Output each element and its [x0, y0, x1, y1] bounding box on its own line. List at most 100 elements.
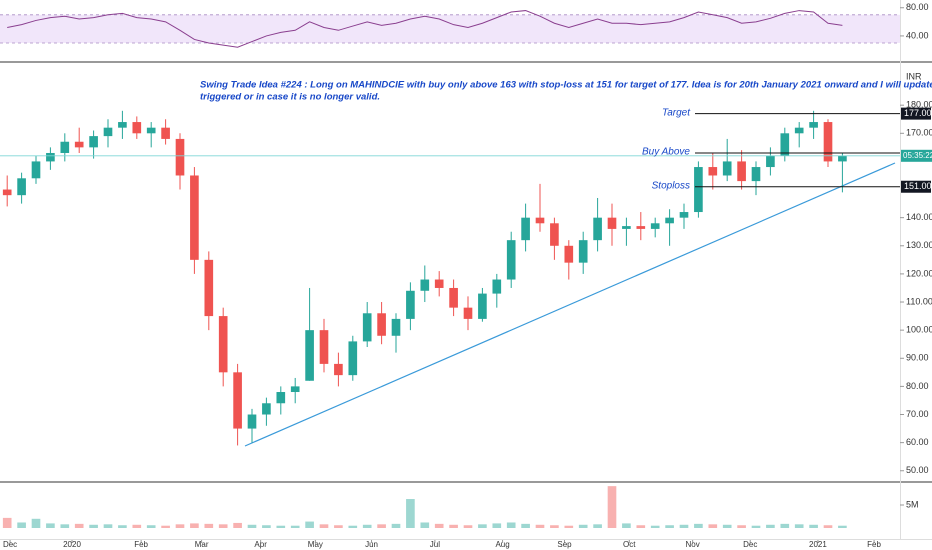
- x-tick-label: Jul: [430, 540, 440, 549]
- volume-bar: [593, 524, 602, 528]
- volume-bar: [535, 524, 545, 528]
- x-tick-label: Jun: [365, 540, 378, 549]
- volume-bar: [650, 525, 660, 528]
- candle-body: [679, 212, 689, 218]
- candle-body: [478, 293, 487, 319]
- level-price: 151.00: [904, 181, 932, 191]
- x-tick-label: Feb: [867, 540, 881, 549]
- volume-bar: [290, 525, 300, 528]
- candle-body: [722, 161, 732, 176]
- volume-bar: [708, 524, 718, 528]
- candle-body: [622, 226, 631, 229]
- volume-bar: [809, 524, 818, 528]
- volume-bar: [74, 523, 84, 528]
- candle-body: [636, 226, 646, 229]
- volume-bar: [665, 525, 674, 528]
- candle-body: [290, 386, 300, 393]
- candle-body: [319, 330, 329, 364]
- volume-bar: [118, 525, 127, 528]
- candle-body: [564, 245, 574, 263]
- volume-bar: [305, 521, 314, 528]
- volume-bar: [132, 524, 142, 528]
- level-price: 177.00: [904, 108, 932, 118]
- candle-body: [89, 136, 98, 148]
- y-tick-label: 110.00: [906, 296, 932, 306]
- x-tick-label: Aug: [495, 540, 509, 549]
- y-tick-label: 170.00: [906, 128, 932, 138]
- candle-body: [838, 155, 847, 162]
- candle-body: [60, 141, 70, 153]
- x-tick-label: Sep: [557, 540, 572, 549]
- x-tick-label: Apr: [254, 540, 267, 549]
- volume-bar: [578, 524, 588, 528]
- volume-bar: [794, 524, 804, 528]
- candle-body: [823, 122, 833, 162]
- candle-body: [506, 240, 516, 280]
- x-tick-label: Dec: [743, 540, 757, 549]
- volume-bar: [377, 524, 386, 528]
- y-tick-label: 180.00: [906, 100, 932, 110]
- level-label: Stoploss: [652, 180, 690, 191]
- volume-bar: [190, 523, 199, 528]
- volume-bar: [694, 523, 703, 528]
- candle-body: [665, 217, 674, 224]
- candle-body: [262, 403, 271, 415]
- support-trendline: [244, 162, 896, 447]
- rsi-band: [0, 14, 900, 43]
- idea-note: Swing Trade Idea #224 : Long on MAHINDCI…: [200, 80, 932, 91]
- y-tick-label: 100.00: [906, 325, 932, 335]
- candle-body: [146, 127, 156, 134]
- candle-body: [535, 217, 545, 224]
- volume-bar: [420, 522, 430, 528]
- x-tick-label: Mar: [195, 540, 209, 549]
- candle-body: [334, 363, 343, 376]
- volume-bar: [348, 525, 358, 528]
- candle-body: [434, 279, 444, 288]
- volume-bar: [722, 524, 732, 528]
- volume-bar: [218, 524, 228, 528]
- x-tick-label: 2021: [809, 540, 827, 549]
- volume-bar: [780, 523, 790, 528]
- candle-body: [420, 279, 430, 291]
- candle-body: [550, 223, 559, 246]
- y-tick-label: 120.00: [906, 268, 932, 278]
- volume-bar: [751, 525, 761, 528]
- volume-bar: [17, 522, 26, 528]
- volume-bar: [276, 525, 286, 528]
- volume-bar: [679, 524, 689, 528]
- volume-bar: [550, 525, 559, 528]
- volume-bar: [204, 523, 214, 528]
- level-label: Buy Above: [642, 147, 690, 158]
- candle-body: [233, 372, 242, 429]
- countdown: 05:35:22: [903, 151, 932, 160]
- candle-body: [190, 175, 199, 260]
- candle-body: [607, 217, 617, 229]
- candle-body: [276, 392, 286, 404]
- volume-bar: [564, 525, 574, 528]
- volume-bar: [262, 525, 271, 528]
- volume-bar: [463, 525, 473, 528]
- x-tick-label: Oct: [623, 540, 636, 549]
- x-tick-label: Feb: [134, 540, 148, 549]
- x-tick-label: Dec: [3, 540, 17, 549]
- volume-bar: [233, 522, 242, 528]
- candle-body: [593, 217, 602, 241]
- candle-body: [175, 138, 185, 176]
- candle-body: [132, 122, 142, 134]
- volume-bar: [823, 525, 833, 528]
- candle-body: [17, 178, 26, 196]
- candle-body: [809, 122, 818, 128]
- candle-body: [780, 133, 790, 156]
- volume-bar: [334, 525, 343, 528]
- candle-body: [766, 155, 775, 168]
- candle-body: [492, 279, 502, 294]
- level-price-box: [901, 107, 931, 120]
- y-tick-label: 40.00: [906, 30, 929, 40]
- volume-bar: [146, 525, 156, 528]
- candle-body: [406, 290, 415, 319]
- currency: INR: [906, 71, 922, 81]
- y-tick-label: 70.00: [906, 409, 929, 419]
- y-tick-label: 80.00: [906, 381, 929, 391]
- y-tick-label: 130.00: [906, 240, 932, 250]
